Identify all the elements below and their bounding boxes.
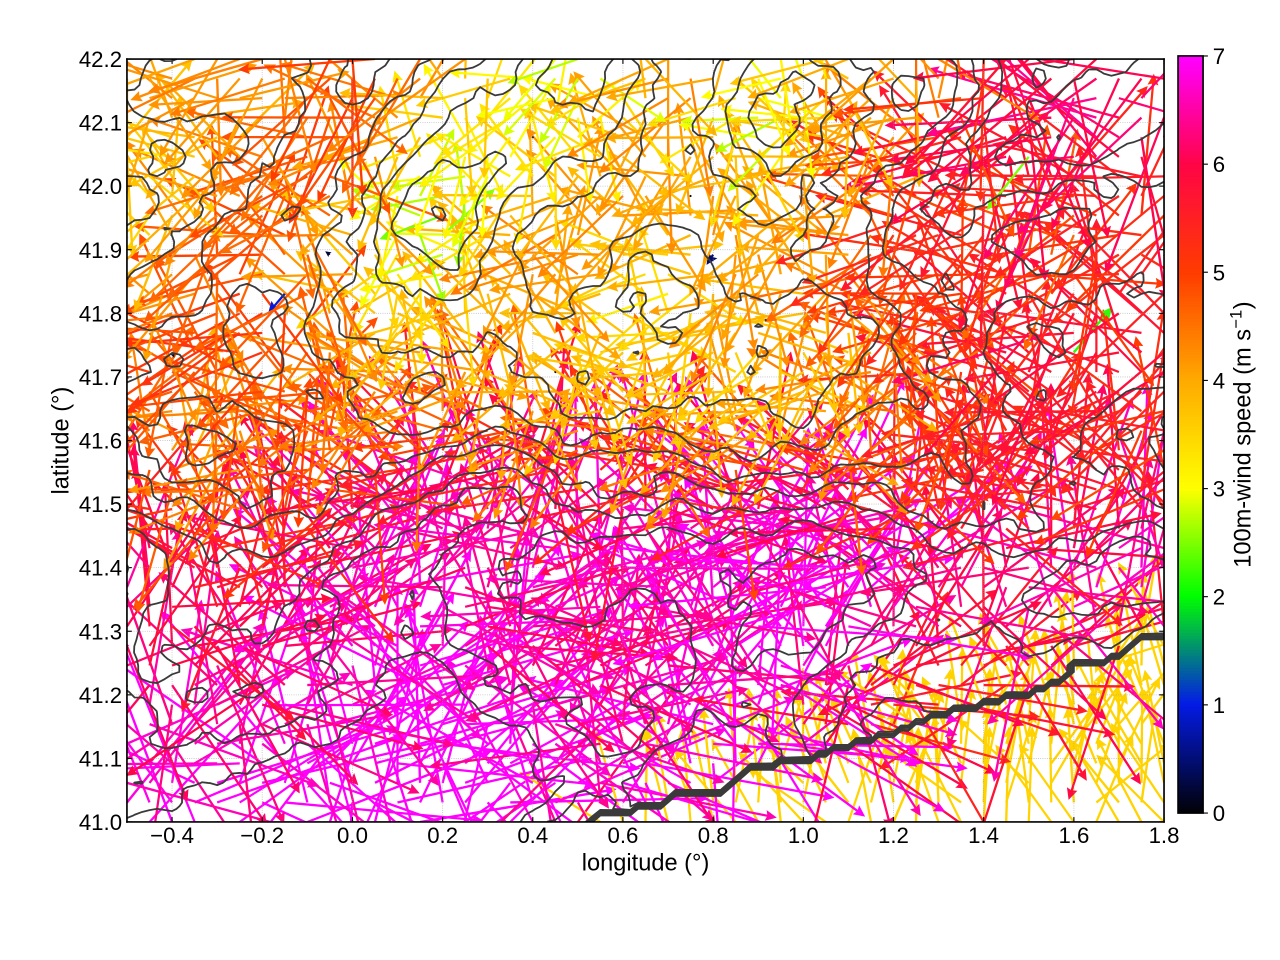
svg-text:1.4: 1.4: [968, 823, 999, 848]
svg-text:−0.2: −0.2: [240, 823, 284, 848]
svg-text:41.8: 41.8: [79, 301, 122, 326]
svg-text:3: 3: [1213, 477, 1225, 502]
svg-text:41.0: 41.0: [79, 810, 122, 835]
svg-text:4: 4: [1213, 368, 1225, 393]
svg-text:0: 0: [1213, 801, 1225, 826]
svg-text:1.2: 1.2: [878, 823, 909, 848]
svg-text:0.6: 0.6: [607, 823, 638, 848]
svg-text:0.0: 0.0: [337, 823, 368, 848]
svg-text:41.5: 41.5: [79, 492, 122, 517]
svg-text:41.7: 41.7: [79, 365, 122, 390]
svg-text:0.4: 0.4: [517, 823, 548, 848]
svg-text:42.0: 42.0: [79, 174, 122, 199]
svg-text:41.1: 41.1: [79, 747, 122, 772]
svg-text:2: 2: [1213, 585, 1225, 610]
svg-text:6: 6: [1213, 152, 1225, 177]
svg-text:42.1: 42.1: [79, 111, 122, 136]
svg-text:1: 1: [1213, 693, 1225, 718]
svg-text:−0.4: −0.4: [150, 823, 194, 848]
svg-text:0.8: 0.8: [698, 823, 729, 848]
svg-text:1.6: 1.6: [1058, 823, 1089, 848]
svg-text:42.2: 42.2: [79, 47, 122, 72]
svg-text:41.3: 41.3: [79, 619, 122, 644]
svg-text:41.9: 41.9: [79, 238, 122, 263]
svg-text:41.6: 41.6: [79, 429, 122, 454]
svg-text:longitude (°): longitude (°): [582, 850, 710, 876]
svg-text:41.2: 41.2: [79, 683, 122, 708]
svg-text:7: 7: [1213, 44, 1225, 69]
svg-text:1.0: 1.0: [788, 823, 819, 848]
svg-text:5: 5: [1213, 260, 1225, 285]
svg-text:1.8: 1.8: [1149, 823, 1180, 848]
svg-text:0.2: 0.2: [427, 823, 458, 848]
svg-text:41.4: 41.4: [79, 556, 122, 581]
svg-text:latitude (°): latitude (°): [48, 387, 74, 495]
